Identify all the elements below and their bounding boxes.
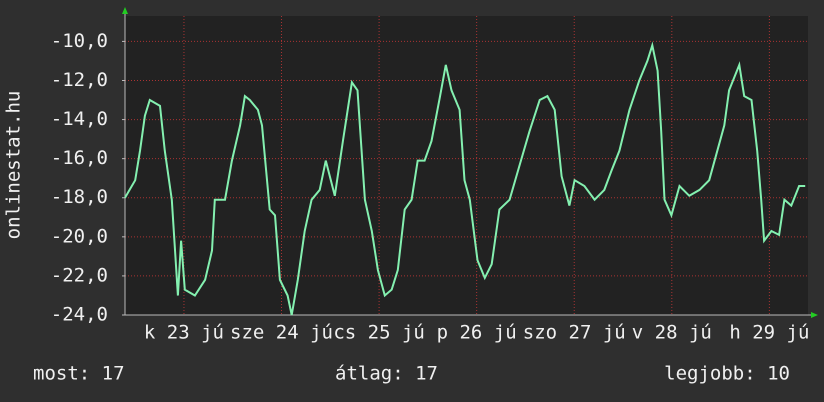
y-tick-label: -22,0 bbox=[51, 264, 108, 286]
y-tick-label: -16,0 bbox=[51, 147, 108, 169]
data-line bbox=[124, 41, 806, 316]
x-tick-label: sze 24 jú bbox=[230, 322, 333, 344]
x-tick-label: k 23 jú bbox=[144, 322, 224, 344]
y-tick-label: -12,0 bbox=[51, 69, 108, 91]
x-tick-label: cs 25 jú bbox=[333, 322, 425, 344]
y-tick-label: -20,0 bbox=[51, 225, 108, 247]
y-axis-title: onlinestat.hu bbox=[3, 91, 25, 240]
footer-current: most: 17 bbox=[33, 363, 125, 385]
footer-average: átlag: 17 bbox=[335, 363, 438, 385]
y-axis-arrow bbox=[122, 7, 128, 14]
y-tick-label: -10,0 bbox=[51, 30, 108, 52]
y-tick-label: -18,0 bbox=[51, 186, 108, 208]
x-tick-label: p 26 jú bbox=[437, 322, 517, 344]
x-tick-label: h 29 jú bbox=[729, 322, 809, 344]
plot-area bbox=[125, 16, 808, 315]
x-tick-label: szo 27 jú bbox=[523, 322, 626, 344]
x-tick-label: v 28 jú bbox=[632, 322, 712, 344]
y-tick-label: -24,0 bbox=[51, 304, 108, 326]
footer-best: legjobb: 10 bbox=[664, 363, 790, 385]
x-axis-arrow bbox=[811, 312, 818, 318]
y-tick-label: -14,0 bbox=[51, 108, 108, 130]
